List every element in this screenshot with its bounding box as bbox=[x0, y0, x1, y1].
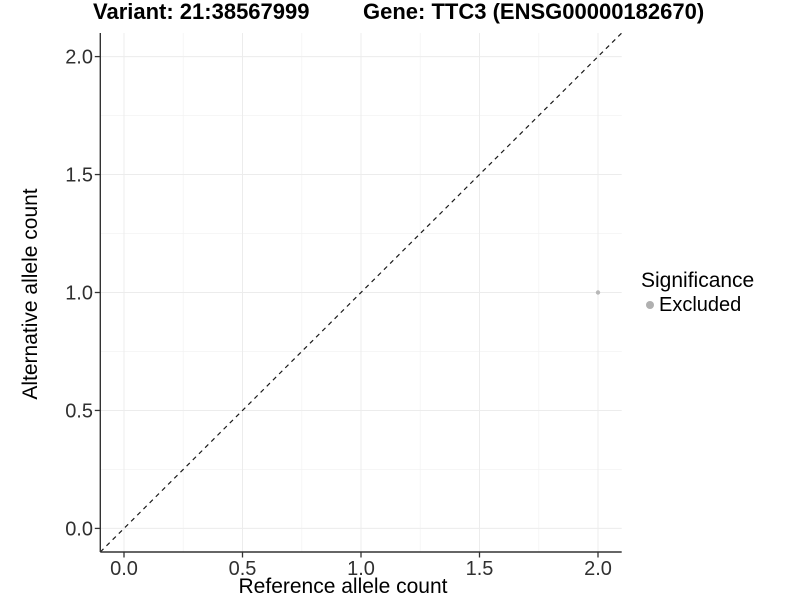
y-tick-label: 1.0 bbox=[65, 283, 93, 305]
legend: Significance Excluded bbox=[641, 269, 754, 316]
x-tick-label: 1.0 bbox=[347, 558, 375, 580]
legend-entry-excluded: Excluded bbox=[641, 294, 754, 316]
y-tick-label: 1.5 bbox=[65, 165, 93, 187]
x-tick-label: 0.0 bbox=[110, 558, 138, 580]
x-tick-label: 0.5 bbox=[229, 558, 257, 580]
x-tick-label: 1.5 bbox=[466, 558, 494, 580]
legend-point-icon bbox=[646, 301, 654, 309]
identity-line bbox=[99, 32, 623, 553]
y-tick-label: 0.5 bbox=[65, 400, 93, 422]
y-tick-label: 0.0 bbox=[65, 518, 93, 540]
data-point bbox=[595, 290, 601, 295]
y-tick-label: 2.0 bbox=[65, 47, 93, 69]
legend-entry-label: Excluded bbox=[659, 294, 742, 316]
legend-title: Significance bbox=[641, 269, 755, 292]
y-axis-title: Alternative allele count bbox=[19, 188, 42, 400]
x-axis-title: Reference allele count bbox=[238, 575, 448, 598]
plot-title-variant: Variant: 21:38567999 bbox=[93, 0, 310, 24]
plot-title-gene: Gene: TTC3 (ENSG00000182670) bbox=[363, 0, 705, 24]
x-tick-label: 2.0 bbox=[584, 558, 612, 580]
